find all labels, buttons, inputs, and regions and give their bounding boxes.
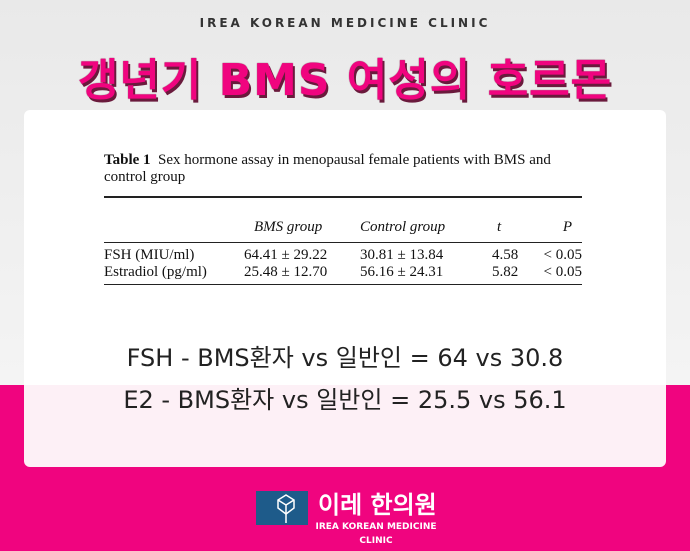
page-title: 갱년기 BMS 여성의 호르몬	[77, 55, 613, 106]
summary-e2: E2 - BMS환자 vs 일반인 = 25.5 vs 56.1	[123, 386, 567, 414]
content-card: Table 1 Sex hormone assay in menopausal …	[24, 110, 666, 467]
col-header	[104, 197, 236, 243]
cell: 56.16 ± 24.31	[360, 264, 444, 280]
summary-fsh: FSH - BMS환자 vs 일반인 = 64 vs 30.8	[126, 344, 564, 372]
col-header: Control group	[360, 219, 446, 235]
table-row: Estradiol (pg/ml) 25.48 ± 12.70 56.16 ± 24…	[104, 264, 582, 285]
cell: 25.48 ± 12.70	[244, 264, 328, 280]
cell: 64.41 ± 29.22	[244, 247, 328, 263]
hormone-table: BMS group Control group t P FSH (MIU/ml)…	[104, 196, 582, 285]
cell: Estradiol (pg/ml)	[104, 264, 207, 280]
flower-bud-icon	[256, 491, 308, 525]
caption-text: Sex hormone assay in menopausal female p…	[104, 152, 551, 185]
cell: < 0.05	[543, 247, 582, 263]
caption-label: Table 1	[104, 152, 151, 168]
col-header: BMS group	[254, 219, 323, 235]
brand-subtitle: IREA KOREAN MEDICINE CLINIC	[315, 522, 437, 546]
col-header: P	[562, 219, 572, 235]
cell: 5.82	[492, 264, 519, 280]
cell: FSH (MIU/ml)	[104, 247, 195, 263]
cell: 4.58	[492, 247, 519, 263]
clinic-name: IREA KOREAN MEDICINE CLINIC	[199, 16, 491, 30]
table-caption: Table 1 Sex hormone assay in menopausal …	[104, 152, 584, 186]
table-row: FSH (MIU/ml) 64.41 ± 29.22 30.81 ± 13.84 4.…	[104, 243, 582, 265]
cell: 30.81 ± 13.84	[360, 247, 444, 263]
col-header: t	[497, 219, 502, 235]
cell: < 0.05	[543, 264, 582, 280]
brand-name: 이레 한의원	[318, 491, 437, 519]
